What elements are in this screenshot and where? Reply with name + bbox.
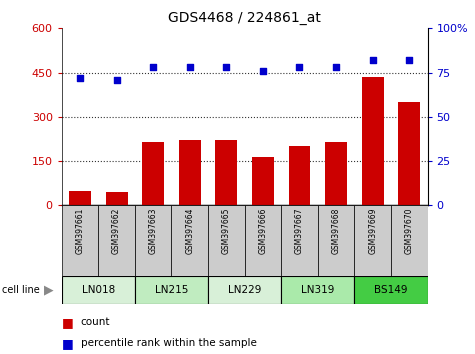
Text: LN215: LN215 (155, 285, 188, 295)
Bar (62, 205, 98, 276)
Point (259, 68, 267, 74)
Text: GSM397664: GSM397664 (185, 207, 194, 254)
Bar (245, 205, 281, 276)
Text: LN018: LN018 (82, 285, 115, 295)
Text: percentile rank within the sample: percentile rank within the sample (81, 338, 256, 348)
Bar (171, 205, 208, 276)
Text: ■: ■ (62, 316, 74, 329)
Text: GSM397669: GSM397669 (368, 207, 377, 254)
Point (295, 64, 304, 70)
Text: GSM397663: GSM397663 (149, 207, 158, 254)
Text: LN319: LN319 (301, 285, 334, 295)
Bar (391, 205, 428, 276)
Point (405, 57, 413, 63)
Text: GSM397662: GSM397662 (112, 207, 121, 254)
Bar (135, 276, 208, 304)
Point (222, 64, 230, 70)
Point (76, 75, 84, 81)
Text: ▶: ▶ (44, 284, 53, 297)
Bar (281, 205, 318, 276)
Bar (142, 142, 164, 205)
Bar (318, 205, 354, 276)
Bar (398, 102, 420, 205)
Text: GSM397666: GSM397666 (258, 207, 267, 254)
Text: GSM397665: GSM397665 (222, 207, 231, 254)
Bar (135, 205, 171, 276)
Bar (62, 276, 135, 304)
Text: LN229: LN229 (228, 285, 261, 295)
Bar (281, 276, 354, 304)
Bar (98, 205, 135, 276)
Point (332, 64, 340, 70)
Bar (208, 276, 281, 304)
Text: GSM397667: GSM397667 (295, 207, 304, 254)
Bar (69, 190, 91, 205)
Bar (208, 205, 245, 276)
Point (369, 57, 377, 63)
Bar (361, 77, 384, 205)
Title: GDS4468 / 224861_at: GDS4468 / 224861_at (168, 11, 321, 24)
Bar (354, 205, 391, 276)
Bar (215, 141, 238, 205)
Bar (354, 276, 428, 304)
Bar (288, 146, 311, 205)
Text: GSM397668: GSM397668 (332, 207, 341, 254)
Text: BS149: BS149 (374, 285, 408, 295)
Point (113, 77, 121, 82)
Point (149, 64, 157, 70)
Text: count: count (81, 317, 110, 327)
Text: ■: ■ (62, 337, 74, 350)
Text: GSM397661: GSM397661 (76, 207, 85, 254)
Bar (252, 156, 274, 205)
Bar (325, 142, 347, 205)
Bar (179, 141, 201, 205)
Point (186, 64, 194, 70)
Bar (105, 192, 128, 205)
Text: GSM397670: GSM397670 (405, 207, 414, 254)
Text: cell line: cell line (2, 285, 40, 295)
